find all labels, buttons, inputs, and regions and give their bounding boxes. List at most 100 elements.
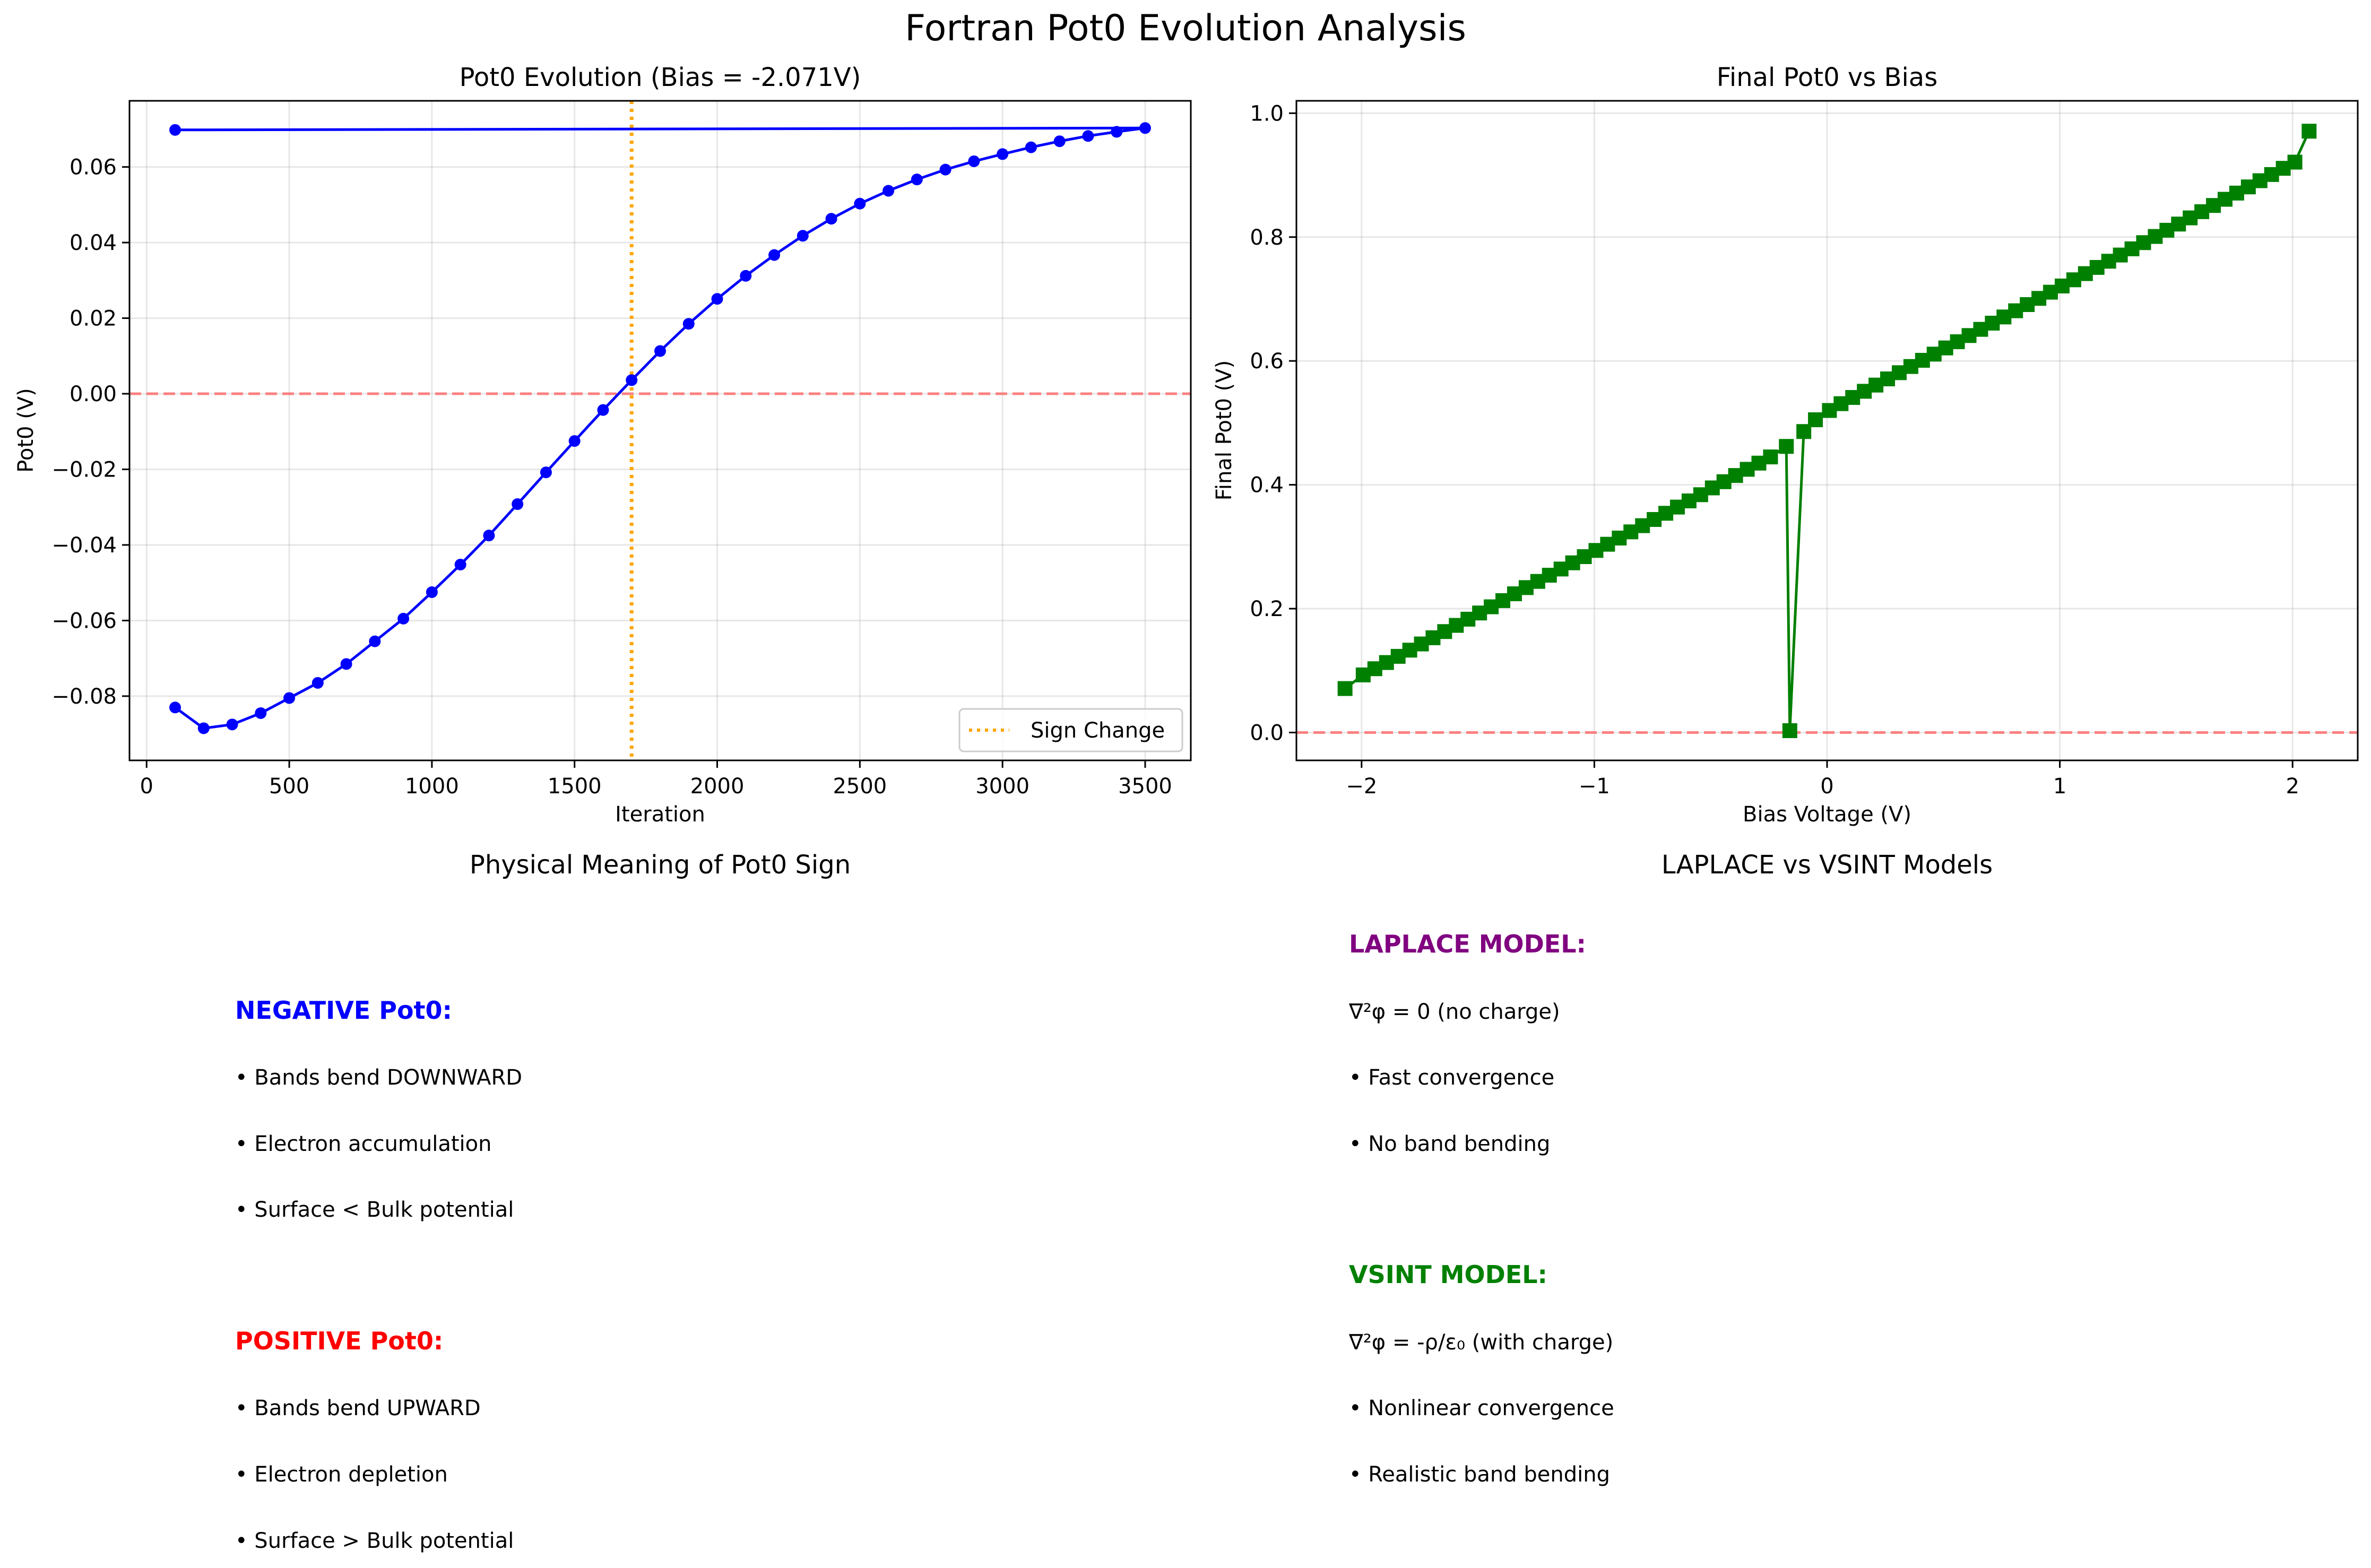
x-tick-label: 0 xyxy=(1820,774,1833,799)
data-point xyxy=(255,707,267,719)
data-point xyxy=(169,124,181,136)
y-tick-label: 0.2 xyxy=(1250,597,1284,621)
y-tick-label: 0.6 xyxy=(1250,349,1284,374)
data-point xyxy=(454,559,466,571)
data-point xyxy=(597,404,609,416)
x-tick-label: 2000 xyxy=(690,774,745,799)
vsint-model-heading: VSINT MODEL: xyxy=(1349,1260,1547,1289)
data-point xyxy=(968,155,980,167)
y-tick-label: 0.0 xyxy=(1250,721,1284,745)
laplace-line-1: ∇²φ = 0 (no charge) xyxy=(1348,1000,1560,1024)
positive-line-1: • Bands bend UPWARD xyxy=(235,1396,481,1420)
y-tick-label: 0.02 xyxy=(70,307,117,331)
y-tick-label: 0.00 xyxy=(70,382,117,406)
laplace-model-heading: LAPLACE MODEL: xyxy=(1349,930,1586,958)
data-point xyxy=(426,586,438,599)
data-point xyxy=(1763,449,1778,465)
y-tick-label: −0.04 xyxy=(51,533,117,558)
vsint-line-3: • Realistic band bending xyxy=(1349,1462,1610,1487)
negative-line-2: • Electron accumulation xyxy=(235,1132,492,1156)
data-point xyxy=(825,213,837,225)
chart1-xlabel: Iteration xyxy=(615,802,705,827)
chart1-title: Pot0 Evolution (Bias = -2.071V) xyxy=(460,63,861,92)
y-tick-label: 0.04 xyxy=(70,231,117,255)
x-tick-label: 3500 xyxy=(1118,774,1172,799)
data-point xyxy=(540,466,552,479)
chart1-axes-frame xyxy=(128,100,1192,761)
data-point xyxy=(797,230,809,242)
data-point xyxy=(1053,135,1066,148)
data-point xyxy=(169,701,181,714)
chart2-title: Final Pot0 vs Bias xyxy=(1717,63,1937,92)
positive-line-2: • Electron depletion xyxy=(235,1462,448,1487)
data-point xyxy=(483,530,495,542)
data-point xyxy=(568,435,581,447)
data-point xyxy=(911,174,923,186)
y-tick-label: 0.8 xyxy=(1250,226,1284,250)
laplace-line-3: • No band bending xyxy=(1349,1132,1550,1156)
data-point xyxy=(882,185,895,197)
data-point xyxy=(854,197,866,210)
data-point xyxy=(1337,681,1353,696)
data-point xyxy=(1808,412,1823,428)
x-tick-label: 2500 xyxy=(833,774,887,799)
chart2-xlabel: Bias Voltage (V) xyxy=(1743,802,1911,827)
panel-models: LAPLACE vs VSINT Models LAPLACE MODEL: ∇… xyxy=(1348,850,1993,1487)
data-point xyxy=(682,318,695,330)
negative-pot0-heading: NEGATIVE Pot0: xyxy=(235,996,452,1025)
chart1-series xyxy=(169,122,1151,734)
y-tick-label: −0.02 xyxy=(51,458,117,482)
laplace-line-2: • Fast convergence xyxy=(1349,1065,1554,1090)
x-tick-label: 0 xyxy=(140,774,153,799)
data-point xyxy=(997,148,1009,160)
y-tick-label: −0.06 xyxy=(51,609,117,633)
data-point xyxy=(311,677,324,689)
y-tick-label: 0.06 xyxy=(70,155,117,180)
data-point xyxy=(1782,723,1797,738)
legend-box xyxy=(958,708,1183,752)
negative-line-3: • Surface < Bulk potential xyxy=(235,1198,514,1222)
data-point xyxy=(369,635,381,647)
chart2-series xyxy=(1337,124,2317,738)
data-point xyxy=(768,249,781,261)
x-tick-label: 500 xyxy=(269,774,309,799)
chart-final-pot0-vs-bias: −2 −1 0 1 2 0.0 0.2 0.4 0.6 0.8 1.0 Final Pot0 vs … xyxy=(1212,63,2359,827)
data-point xyxy=(711,293,723,305)
x-tick-label: 1500 xyxy=(548,774,602,799)
chart1-legend: Sign Change xyxy=(958,708,1183,752)
chart2-ticks: −2 −1 0 1 2 0.0 0.2 0.4 0.6 0.8 1.0 xyxy=(1250,101,2299,799)
vsint-line-2: • Nonlinear convergence xyxy=(1349,1396,1614,1420)
figure-title: Fortran Pot0 Evolution Analysis xyxy=(905,7,1466,49)
panel-pot0-sign: Physical Meaning of Pot0 Sign NEGATIVE P… xyxy=(235,850,851,1553)
x-tick-label: −1 xyxy=(1579,774,1610,799)
chart1-reference-lines xyxy=(129,101,1191,760)
data-point xyxy=(340,658,352,670)
data-point xyxy=(654,345,666,357)
vsint-line-1: ∇²φ = -ρ/ε₀ (with charge) xyxy=(1348,1330,1613,1355)
data-point xyxy=(283,692,296,704)
negative-line-1: • Bands bend DOWNWARD xyxy=(235,1065,522,1090)
data-point xyxy=(226,718,238,731)
data-point xyxy=(939,163,951,176)
y-tick-label: 1.0 xyxy=(1250,101,1284,126)
positive-line-3: • Surface > Bulk potential xyxy=(235,1529,514,1553)
x-tick-label: 1 xyxy=(2053,774,2066,799)
panel-sign-title: Physical Meaning of Pot0 Sign xyxy=(470,850,851,880)
y-tick-label: −0.08 xyxy=(51,685,117,709)
x-tick-label: 1000 xyxy=(405,774,459,799)
data-point xyxy=(2301,124,2317,139)
data-point xyxy=(1139,122,1151,134)
data-point xyxy=(2287,154,2303,170)
panel-models-title: LAPLACE vs VSINT Models xyxy=(1662,850,1993,880)
data-point xyxy=(397,612,410,625)
data-point xyxy=(512,498,524,510)
data-point xyxy=(1111,126,1123,138)
chart1-grid xyxy=(129,101,1191,760)
x-tick-label: 3000 xyxy=(975,774,1029,799)
y-tick-label: 0.4 xyxy=(1250,473,1284,498)
legend-sign-change-label: Sign Change xyxy=(1031,718,1165,743)
data-point xyxy=(197,722,210,734)
x-tick-label: 2 xyxy=(2286,774,2299,799)
positive-pot0-heading: POSITIVE Pot0: xyxy=(235,1327,443,1355)
